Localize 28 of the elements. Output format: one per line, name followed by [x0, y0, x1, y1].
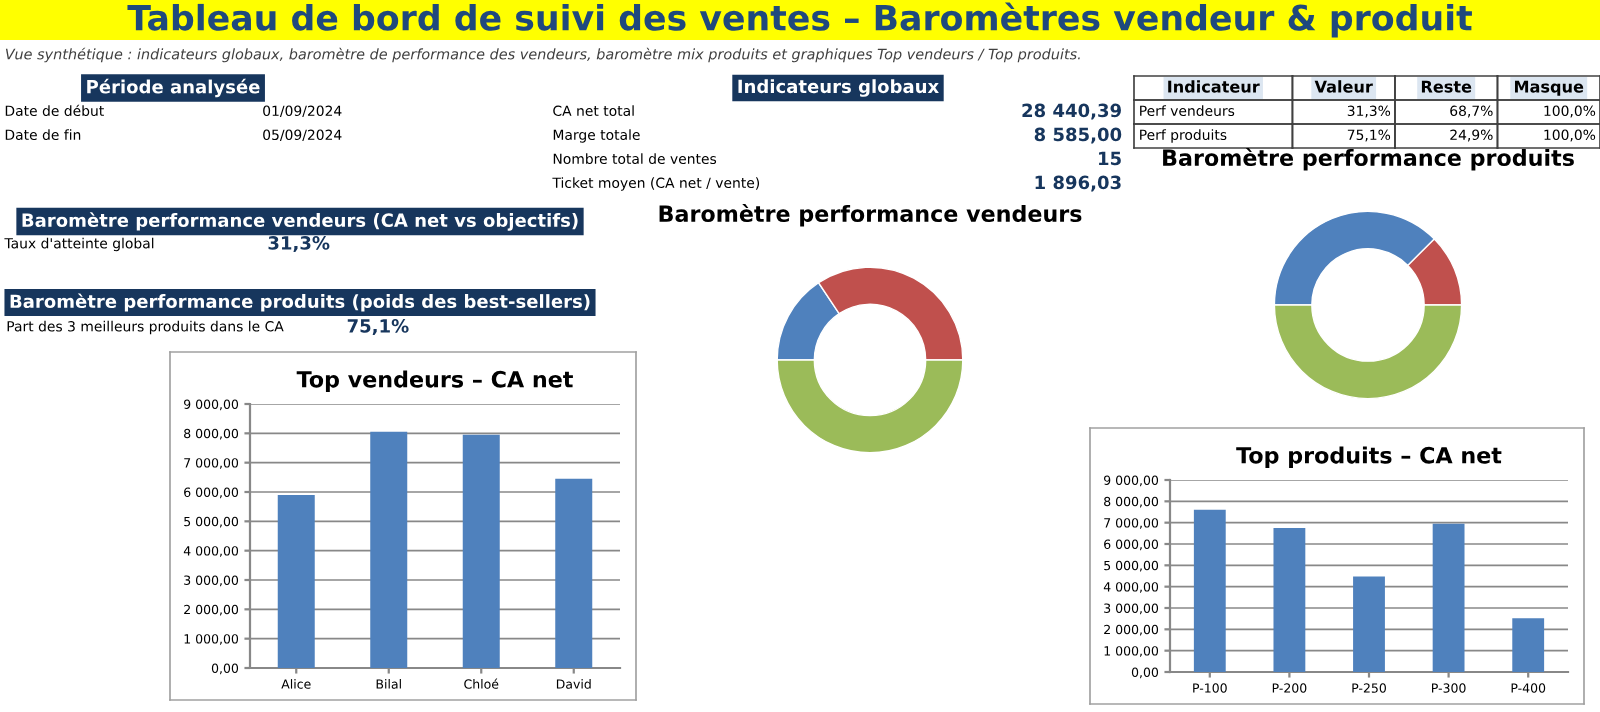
chart-title: Top produits – CA net: [1236, 446, 1502, 468]
bar: [1273, 528, 1306, 672]
text: Reste: [1421, 80, 1472, 93]
chart-title: Top vendeurs – CA net: [296, 370, 573, 392]
bar: [1432, 523, 1465, 672]
text: Baromètre performance produits (poids des best-sellers): [10, 293, 590, 312]
text: 1 896,03: [1035, 175, 1121, 192]
bar: [1512, 618, 1545, 672]
text: 75,1%: [347, 319, 409, 336]
text: Période analysée: [87, 78, 260, 98]
text: 15: [1099, 151, 1121, 166]
text: 8 585,00: [1034, 127, 1122, 144]
text: Valeur: [1314, 80, 1373, 93]
text: 31,3%: [268, 236, 330, 253]
bar: [1193, 509, 1226, 672]
chart-title: Baromètre performance produits: [1163, 148, 1574, 171]
text: Masque: [1515, 80, 1584, 96]
bar: [277, 494, 315, 668]
text: Indicateur: [1168, 80, 1260, 93]
bar: [370, 431, 408, 668]
bar: [1353, 576, 1385, 672]
text: Baromètre performance vendeurs (CA net vs objectifs): [22, 212, 578, 231]
chart-title: Baromètre performance vendeurs: [659, 204, 1082, 227]
text: Tableau de bord de suivi des ventes – Baromètres vendeur & produit: [127, 2, 1472, 38]
bar: [555, 478, 593, 668]
text: Indicateurs globaux: [738, 79, 939, 97]
text: 28 440,39: [1022, 103, 1121, 120]
bar: [462, 434, 500, 668]
